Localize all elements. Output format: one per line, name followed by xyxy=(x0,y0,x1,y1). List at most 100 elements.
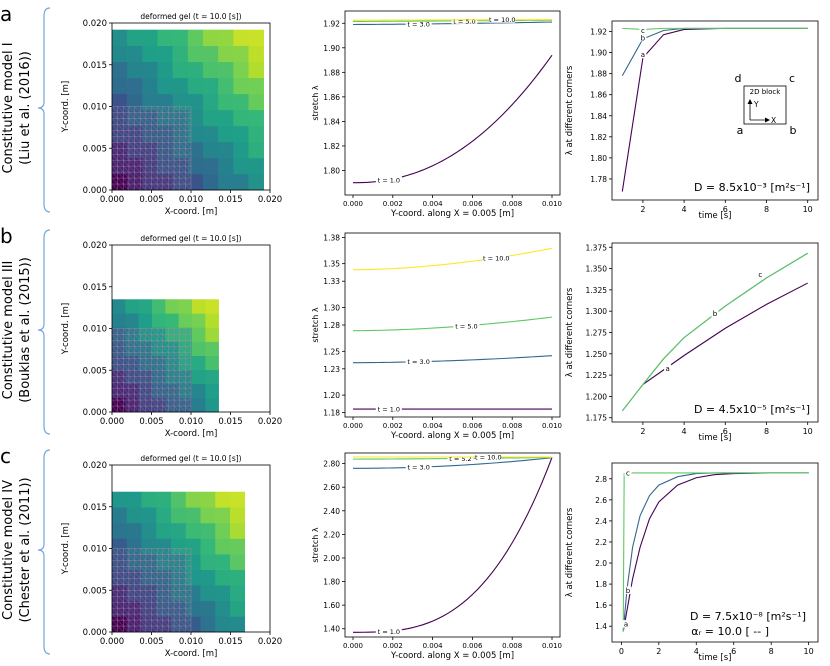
y-tick-label: 1.375 xyxy=(586,243,608,252)
gel-cell xyxy=(229,616,246,633)
stretch-curve xyxy=(352,247,553,271)
mesh-diagonal xyxy=(179,328,192,341)
y-tick-label: 1.175 xyxy=(586,414,608,423)
gel-cell xyxy=(205,355,219,371)
y-tick-label: 1.80 xyxy=(323,578,340,587)
diffusivity-annotation: D = 7.5x10⁻⁸ [m²s⁻¹] xyxy=(690,610,806,623)
gel-cell xyxy=(200,491,216,508)
y-tick-label: 1.88 xyxy=(590,70,607,79)
mesh-diagonal xyxy=(111,334,186,413)
gel-cell xyxy=(138,383,153,399)
gel-cell xyxy=(203,61,219,79)
gel-cell xyxy=(127,125,143,143)
gel-cell xyxy=(191,355,206,371)
y-tick-label: 1.80 xyxy=(323,166,340,175)
gel-cell xyxy=(157,29,173,47)
gel-cell xyxy=(233,61,249,79)
corner-label-bg xyxy=(664,364,672,372)
row-bracket xyxy=(37,7,51,213)
x-tick-label: 0.000 xyxy=(100,417,124,427)
block-axis-y-label: Y xyxy=(753,100,759,109)
y-axis-label: stretch λ xyxy=(311,307,320,342)
corners-frame xyxy=(611,242,819,423)
x-axis-label: time [s] xyxy=(699,433,732,443)
gel-cell xyxy=(229,491,246,508)
gel-cell xyxy=(170,507,187,524)
mesh-diagonal xyxy=(111,613,130,633)
corners-plot: a b c 0 2 4 6 8 10 1.4 1.6 1.8 2.0 2.2 2.4 2.6 2.8 time [… xyxy=(565,462,819,663)
corner-label: a xyxy=(665,365,669,373)
gel-cell xyxy=(215,600,231,617)
y-axis-label: Y-coord. [m] xyxy=(61,523,71,575)
x-tick-label: 0.006 xyxy=(462,422,483,430)
gel-cell xyxy=(200,538,216,555)
mesh-diagonal xyxy=(111,376,147,413)
corner-a-label: a xyxy=(737,124,744,137)
curve-label: t = 1.0 xyxy=(378,628,400,636)
x-tick-label: 4 xyxy=(694,647,699,656)
x-tick-label: 0.006 xyxy=(462,642,483,650)
mesh-diagonal xyxy=(128,548,192,615)
gel-cell xyxy=(138,397,153,413)
gel-cell xyxy=(191,383,206,399)
gel-cell xyxy=(200,569,216,586)
gel-cell xyxy=(215,554,231,570)
gel-cell xyxy=(215,585,231,602)
gel-cell xyxy=(170,554,187,570)
gel-cell xyxy=(205,369,219,385)
mesh-diagonal xyxy=(111,118,180,191)
y-tick-label: 1.300 xyxy=(586,307,608,316)
gel-cell xyxy=(142,77,158,95)
gel-cell xyxy=(156,538,172,555)
arrow-head-icon xyxy=(765,117,770,123)
corner-curve-a xyxy=(622,472,809,632)
x-tick-label: 0.000 xyxy=(100,637,124,647)
gel-plot: deformed gel (t = 10.0 [s]) 0.000 0.005 0.0… xyxy=(61,234,282,439)
mesh-diagonal xyxy=(111,370,152,413)
gel-cell xyxy=(141,585,157,602)
mesh-diagonal xyxy=(111,578,163,633)
gel-cell xyxy=(156,522,172,539)
gel-cell xyxy=(215,569,231,586)
gel-cell xyxy=(203,173,219,191)
gel-cell xyxy=(126,600,142,617)
y-axis-label: Y-coord. [m] xyxy=(61,81,71,133)
gel-cell xyxy=(185,522,201,539)
mesh-diagonal xyxy=(145,106,192,155)
curve-label: t = 5.2 xyxy=(449,455,471,463)
mesh-diagonal xyxy=(111,602,141,633)
mesh-diagonal xyxy=(111,358,163,413)
gel-cell xyxy=(112,29,128,47)
gel-cell xyxy=(248,109,264,127)
corner-label: b xyxy=(641,34,646,42)
stretch-curve xyxy=(352,355,553,364)
gel-cell xyxy=(138,313,153,328)
x-tick-label: 10 xyxy=(803,205,813,214)
gel-cell xyxy=(200,616,216,633)
mesh-diagonal xyxy=(185,328,192,335)
y-tick-label: 1.84 xyxy=(590,112,607,121)
gel-cell xyxy=(126,616,142,633)
y-tick-label: 0.000 xyxy=(83,186,107,196)
gel-cell xyxy=(170,538,187,555)
gel-cell xyxy=(151,299,166,314)
x-axis-label: time [s] xyxy=(699,653,732,663)
y-tick-label: 1.350 xyxy=(586,265,608,274)
corner-label: c xyxy=(641,27,645,35)
mesh-diagonal xyxy=(168,328,192,353)
gel-cell xyxy=(156,616,172,633)
gel-cell xyxy=(157,173,173,191)
y-axis-label: λ at different corners xyxy=(565,287,575,377)
corner-label-bg xyxy=(622,620,630,628)
mesh-diagonal xyxy=(111,382,141,413)
gel-cell xyxy=(185,554,201,570)
mesh-diagonal xyxy=(111,596,147,633)
y-tick-label: 0.010 xyxy=(83,103,107,113)
stretch-curve xyxy=(353,457,553,469)
gel-cell xyxy=(142,61,158,79)
gel-cell xyxy=(125,383,139,399)
gel-cell xyxy=(233,29,249,47)
mesh-diagonal xyxy=(111,584,158,633)
gel-cell xyxy=(191,397,206,413)
